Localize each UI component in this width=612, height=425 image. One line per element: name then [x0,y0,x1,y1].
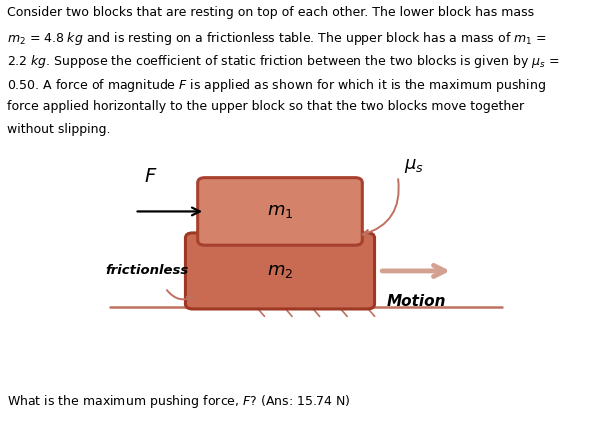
Text: 0.50. A force of magnitude $F$ is applied as shown for which it is the maximum p: 0.50. A force of magnitude $F$ is applie… [7,76,547,94]
Text: force applied horizontally to the upper block so that the two blocks move togeth: force applied horizontally to the upper … [7,100,524,113]
Text: $m_1$: $m_1$ [267,202,293,221]
Text: $m_2$ = 4.8 $kg$ and is resting on a frictionless table. The upper block has a m: $m_2$ = 4.8 $kg$ and is resting on a fri… [7,30,547,47]
Text: $\mu_s$: $\mu_s$ [404,157,424,175]
Text: Motion: Motion [386,294,446,309]
Text: Consider two blocks that are resting on top of each other. The lower block has m: Consider two blocks that are resting on … [7,6,534,20]
Text: frictionless: frictionless [105,264,188,278]
Text: 2.2 $kg$. Suppose the coefficient of static friction between the two blocks is g: 2.2 $kg$. Suppose the coefficient of sta… [7,53,560,70]
FancyBboxPatch shape [198,178,362,245]
FancyBboxPatch shape [185,233,375,309]
Text: without slipping.: without slipping. [7,123,111,136]
Text: What is the maximum pushing force, $F$? (Ans: 15.74 N): What is the maximum pushing force, $F$? … [7,393,351,410]
Text: $m_2$: $m_2$ [267,262,293,280]
Text: $F$: $F$ [144,167,157,186]
